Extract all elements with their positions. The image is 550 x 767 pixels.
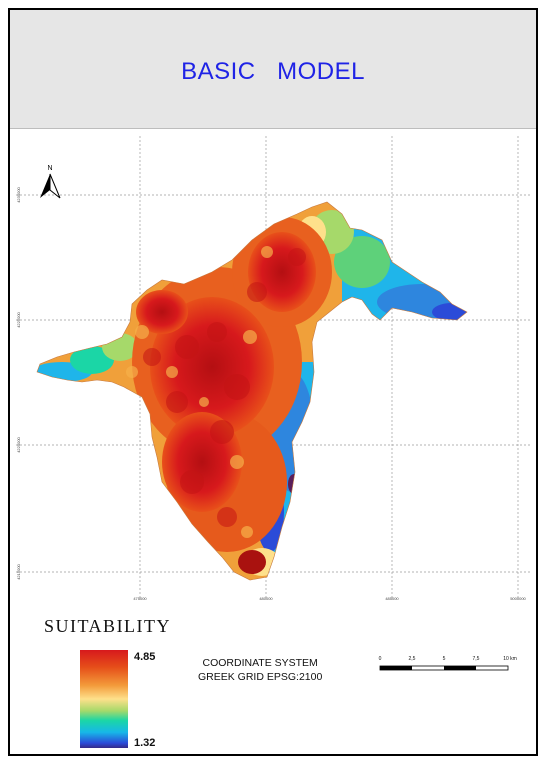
scale-segment [380,666,412,670]
title-banner: BASIC MODEL [10,10,536,129]
north-arrow-icon: N [40,165,61,199]
y-tick-label: 4230000 [16,186,21,202]
map-canvas: N 475000 480000 485000 5000000 4230000 4… [16,136,530,601]
coordinate-system-note: COORDINATE SYSTEM GREEK GRID EPSG:2100 [198,656,322,684]
color-ramp [80,650,128,748]
scale-label: 0 [379,656,382,662]
scale-label: 2,5 [409,656,416,662]
legend-title: SUITABILITY [44,616,172,636]
scale-label: 10 km [503,656,517,662]
land-outline [36,201,468,581]
y-tick-label: 4220000 [16,436,21,452]
north-label: N [47,165,52,172]
map-layout-frame: BASIC MODEL [8,8,538,756]
suitability-map: N 475000 480000 485000 5000000 4230000 4… [12,132,534,602]
legend-max-value: 4.85 [134,651,156,663]
x-tick-label: 475000 [133,596,147,601]
map-title: BASIC MODEL [181,58,365,85]
coordinate-system-line1: COORDINATE SYSTEM [202,657,318,669]
suitability-surface [37,202,467,580]
x-tick-label: 485000 [385,596,399,601]
coordinate-system-line2: GREEK GRID EPSG:2100 [198,671,323,683]
x-tick-label: 5000000 [510,596,526,601]
scale-bar: 0 2,5 5 7,5 10 km [379,656,517,671]
y-tick-label: 4215000 [16,563,21,579]
scale-segment [444,666,476,670]
x-tick-label: 480000 [259,596,273,601]
y-tick-label: 4225000 [16,311,21,327]
scale-label: 7,5 [473,656,480,662]
legend-min-value: 1.32 [134,737,156,749]
scale-label: 5 [443,656,446,662]
